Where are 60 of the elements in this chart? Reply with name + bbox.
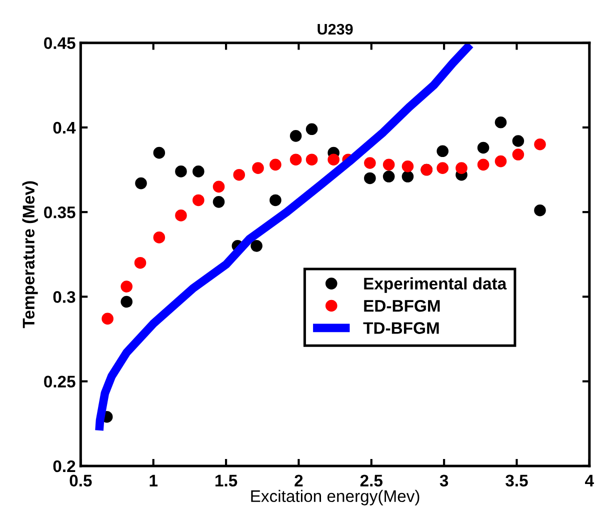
x-tick-label: 1.5	[216, 474, 238, 487]
x-tick-label: 4	[585, 474, 594, 486]
x-tick-label: 3.5	[506, 474, 528, 487]
point	[456, 162, 468, 174]
point	[120, 296, 133, 308]
point	[175, 166, 187, 178]
point	[192, 194, 204, 206]
point	[270, 158, 282, 171]
point	[153, 232, 166, 244]
point	[192, 166, 204, 178]
point	[135, 177, 147, 190]
point	[134, 256, 146, 269]
x-tick-label: 1	[150, 474, 158, 486]
y-tick-label: 0.2	[53, 460, 76, 472]
y-tick-label: 0.3	[53, 291, 76, 303]
point	[175, 210, 187, 222]
point	[120, 280, 133, 292]
chart-title: U239	[318, 24, 353, 35]
point	[477, 158, 490, 171]
point	[102, 312, 114, 325]
point	[534, 138, 546, 150]
y-tick-label: 0.35	[44, 206, 76, 218]
point	[290, 154, 302, 166]
point	[494, 155, 507, 168]
point	[382, 158, 395, 171]
x-axis-title: Excitation energy(Mev)	[251, 490, 420, 506]
x-tick-label: 2	[294, 474, 303, 486]
point	[402, 170, 414, 182]
y-axis-title: Temperature (Mev)	[22, 181, 38, 328]
point	[436, 145, 449, 158]
x-tick-label: 3	[440, 474, 448, 487]
point	[233, 168, 246, 181]
point	[328, 154, 340, 166]
point	[252, 162, 264, 174]
legend-label: Experimental data	[364, 277, 507, 293]
point	[270, 194, 282, 206]
point	[212, 196, 225, 208]
point	[512, 148, 524, 160]
x-tick-label: 2.5	[360, 474, 383, 487]
point	[494, 116, 507, 128]
y-tick-label: 0.25	[44, 376, 76, 388]
point	[250, 240, 262, 252]
point	[402, 160, 414, 172]
point	[436, 162, 449, 174]
point	[477, 142, 490, 154]
x-tick-label: 0.5	[70, 474, 92, 487]
legend-label: ED-BFGM	[364, 300, 440, 312]
point	[290, 130, 302, 142]
point	[364, 157, 376, 169]
y-tick-label: 0.45	[44, 37, 76, 50]
point	[153, 146, 166, 159]
point	[512, 135, 524, 147]
legend-label: TD-BFGM	[363, 322, 439, 334]
point	[306, 123, 318, 136]
point	[382, 170, 395, 182]
point	[212, 180, 225, 193]
point	[306, 154, 318, 166]
y-tick-label: 0.4	[53, 122, 76, 134]
point	[364, 172, 376, 184]
point	[534, 204, 546, 216]
